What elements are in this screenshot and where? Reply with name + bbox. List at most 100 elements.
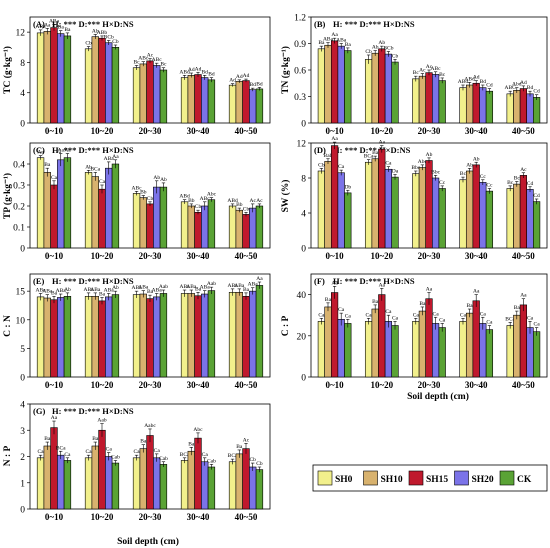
- bar: [485, 90, 494, 124]
- bar: [159, 293, 168, 378]
- significance-label: Aa: [520, 293, 527, 299]
- significance-label: Cab: [111, 454, 120, 460]
- significance-label: ABc: [431, 66, 442, 72]
- legend-swatch: [454, 470, 469, 486]
- bar: [255, 469, 264, 510]
- significance-label: Ba: [243, 287, 250, 293]
- y-tick-label: 0.9: [294, 40, 306, 50]
- y-tick-label: 15: [16, 288, 26, 298]
- bar: [180, 77, 189, 124]
- significance-label: Aa: [473, 289, 480, 295]
- bar: [249, 290, 257, 378]
- significance-label: Ac: [426, 64, 433, 70]
- significance-label: Cd: [533, 89, 540, 95]
- bar: [187, 293, 195, 378]
- y-axis-label: TP (g·kg⁻¹): [2, 173, 13, 219]
- y-tick-label: 8: [301, 175, 306, 185]
- bar: [249, 207, 257, 249]
- significance-label: ABa: [180, 284, 191, 290]
- panel-stats: H: *** D:** H×D:NS: [333, 145, 411, 155]
- bar: [371, 158, 379, 249]
- significance-label: Bc: [514, 176, 521, 182]
- bar: [228, 205, 237, 249]
- bar: [153, 457, 161, 510]
- y-tick-label: 4: [20, 89, 25, 99]
- significance-label: Ba: [64, 27, 71, 33]
- bar: [384, 53, 393, 124]
- bar: [187, 450, 195, 510]
- significance-label: ABb: [97, 30, 108, 36]
- bar: [324, 306, 332, 378]
- y-axis-label: N : P: [3, 446, 13, 467]
- x-tick-label: 0~10: [326, 251, 345, 261]
- x-axis-title: Soil depth (cm): [407, 391, 469, 402]
- chart-panel: 0 4 8 12 (A) H: *** D:*** H×D:NS TC (g·kg⁻¹) AB…: [2, 16, 271, 136]
- bar: [228, 292, 237, 378]
- bar: [36, 157, 45, 249]
- bar: [91, 36, 99, 124]
- bar: [98, 37, 106, 124]
- legend-label: SH20: [472, 475, 494, 485]
- bar: [111, 46, 120, 124]
- bar: [344, 192, 352, 249]
- bar: [84, 296, 93, 378]
- bar: [201, 77, 209, 124]
- x-tick-label: 30~40: [465, 251, 488, 261]
- bar: [153, 296, 161, 378]
- bar: [235, 453, 243, 510]
- significance-label: Abc: [193, 427, 203, 433]
- legend-swatch: [499, 470, 515, 486]
- bar: [194, 295, 202, 378]
- bar: [344, 323, 352, 378]
- significance-label: Ba: [147, 289, 154, 295]
- bar: [111, 294, 120, 378]
- panel-tag: (C): [33, 145, 45, 155]
- bar: [330, 292, 339, 378]
- bar: [63, 157, 72, 249]
- bar: [105, 167, 113, 249]
- significance-label: BCa: [505, 316, 515, 322]
- significance-label: Ab: [85, 164, 92, 170]
- bar: [36, 457, 45, 510]
- legend-label: SH10: [381, 475, 403, 485]
- bar: [438, 80, 446, 124]
- significance-label: Cb: [392, 53, 399, 59]
- significance-label: Ba: [51, 290, 58, 296]
- x-tick-label: 40~50: [235, 126, 258, 136]
- y-tick-label: 0: [301, 245, 306, 255]
- significance-label: Abc: [207, 192, 217, 198]
- y-tick-label: 0.2: [13, 203, 25, 213]
- bar: [506, 188, 514, 249]
- y-tick-label: 0: [20, 506, 25, 516]
- significance-label: Ca: [133, 449, 140, 455]
- y-tick-label: 0: [301, 120, 306, 130]
- bar: [438, 327, 446, 378]
- significance-label: ABa: [200, 285, 211, 291]
- significance-label: Ad: [473, 75, 480, 81]
- bar: [418, 310, 426, 378]
- significance-label: ABa: [336, 38, 347, 44]
- significance-label: Cc: [480, 174, 487, 180]
- bar: [63, 460, 72, 510]
- significance-label: ABa: [152, 287, 163, 293]
- x-tick-label: 10~20: [91, 380, 114, 390]
- bar: [159, 69, 168, 124]
- significance-label: Ad: [243, 73, 250, 79]
- bar: [111, 462, 120, 510]
- x-tick-label: 30~40: [187, 380, 210, 390]
- bar: [194, 74, 202, 124]
- y-tick-label: 3: [20, 427, 25, 437]
- x-tick-label: 30~40: [187, 251, 210, 261]
- bar: [132, 193, 141, 249]
- significance-label: ABa: [56, 288, 67, 294]
- bar: [84, 457, 93, 510]
- significance-label: Ca: [385, 309, 392, 315]
- significance-label: Bc: [413, 70, 420, 76]
- x-tick-label: 10~20: [91, 251, 114, 261]
- significance-label: Cb: [243, 206, 250, 212]
- bar: [50, 27, 58, 124]
- bar: [57, 454, 65, 510]
- x-tick-label: 0~10: [45, 251, 64, 261]
